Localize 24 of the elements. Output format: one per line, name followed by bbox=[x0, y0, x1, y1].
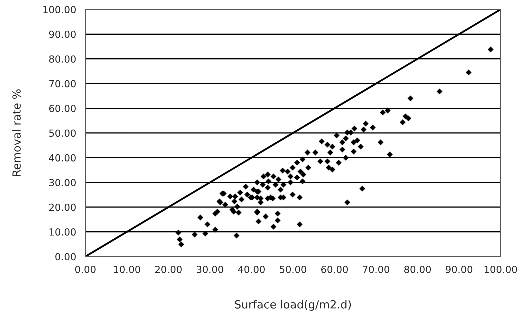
x-tick-label: 100.00 bbox=[484, 266, 518, 274]
x-tick-label: 20.00 bbox=[155, 266, 182, 274]
y-tick-label: 70.00 bbox=[50, 80, 76, 88]
y-tick-label: 10.00 bbox=[50, 228, 76, 236]
y-tick-label: 30.00 bbox=[50, 179, 76, 186]
y-tick-label: 40.00 bbox=[49, 154, 76, 162]
y-axis-title: Removal rate % bbox=[12, 90, 21, 176]
y-tick-label: 0.00 bbox=[56, 253, 76, 261]
x-tick-label: 90.00 bbox=[446, 266, 473, 274]
x-tick-label: 30.00 bbox=[197, 266, 224, 274]
x-tick-label: 80.00 bbox=[404, 266, 432, 274]
x-tick-label: 0.00 bbox=[75, 266, 96, 274]
x-axis-title: Surface load(g/m2.d) bbox=[235, 300, 352, 311]
y-tick-label: 80.00 bbox=[49, 56, 76, 63]
y-tick-label: 20.00 bbox=[49, 204, 76, 212]
y-tick-label: 50.00 bbox=[50, 130, 76, 138]
x-tick-label: 50.00 bbox=[280, 266, 307, 274]
x-tick-label: 70.00 bbox=[363, 266, 390, 274]
y-tick-label: 100.00 bbox=[44, 6, 76, 14]
y-tick-label: 60.00 bbox=[49, 105, 76, 112]
x-tick-label: 40.00 bbox=[238, 266, 265, 274]
y-tick-label: 90.00 bbox=[49, 30, 76, 38]
x-tick-label: 60.00 bbox=[322, 266, 348, 274]
x-tick-label: 10.00 bbox=[114, 266, 140, 274]
